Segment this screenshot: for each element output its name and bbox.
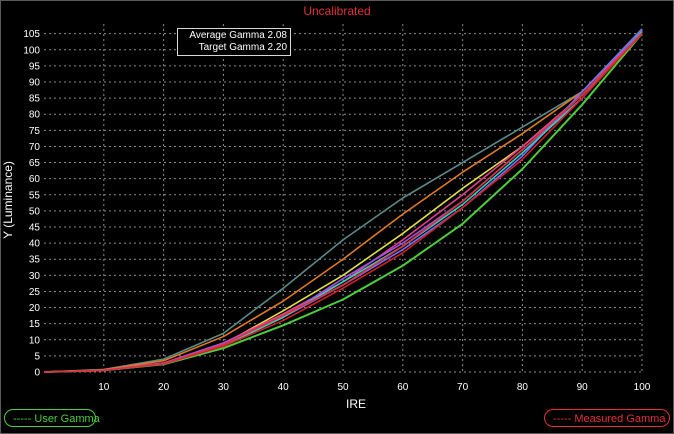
average-gamma: Average Gamma 2.08	[189, 30, 287, 41]
y-tick-label: 20	[29, 303, 41, 314]
y-tick-label: 80	[29, 110, 41, 121]
tick-labels: 10 20 30 40 50 60 70 80 90 100 0 5 10 15 20 25 30 35 40 45 5…	[23, 29, 650, 393]
y-tick-label: 70	[29, 142, 41, 153]
x-tick-label: 60	[397, 382, 409, 393]
y-tick-label: 25	[29, 287, 41, 298]
y-tick-label: 10	[29, 335, 41, 346]
x-tick-label: 80	[517, 382, 529, 393]
y-tick-label: 85	[29, 94, 41, 105]
x-tick-label: 50	[337, 382, 349, 393]
x-tick-label: 100	[634, 382, 651, 393]
x-tick-label: 70	[457, 382, 469, 393]
y-tick-label: 50	[29, 206, 41, 217]
x-tick-label: 90	[577, 382, 589, 393]
grid	[44, 24, 643, 373]
y-axis-label: Y (Luminance)	[1, 161, 15, 239]
legend-user-gamma[interactable]: ----- User Gamma	[4, 409, 100, 427]
y-tick-label: 45	[29, 223, 41, 234]
y-tick-label: 60	[29, 174, 41, 185]
y-tick-label: 35	[29, 255, 41, 266]
y-tick-label: 75	[29, 126, 41, 137]
x-axis-label: IRE	[346, 397, 366, 411]
series-line-3	[43, 31, 643, 373]
gamma-info-box: Average Gamma 2.08 Target Gamma 2.20	[177, 28, 291, 56]
chart-title: Uncalibrated	[303, 4, 370, 18]
x-tick-label: 20	[158, 382, 170, 393]
y-tick-label: 40	[29, 239, 41, 250]
y-tick-label: 5	[34, 351, 40, 362]
series-line-1	[43, 28, 643, 373]
x-tick-label: 10	[98, 382, 110, 393]
series-lines	[43, 28, 643, 373]
y-tick-label: 95	[29, 61, 41, 72]
x-tick-label: 30	[218, 382, 230, 393]
y-tick-label: 55	[29, 190, 41, 201]
y-tick-label: 90	[29, 78, 41, 89]
y-tick-label: 65	[29, 158, 41, 169]
series-line-2	[43, 29, 643, 373]
series-line-7	[43, 31, 643, 373]
y-tick-label: 30	[29, 271, 41, 282]
target-gamma: Target Gamma 2.20	[198, 42, 287, 53]
y-tick-label: 0	[34, 368, 40, 379]
y-tick-label: 100	[23, 45, 40, 56]
y-tick-label: 15	[29, 319, 41, 330]
x-tick-label: 40	[278, 382, 290, 393]
legend-measured-gamma[interactable]: ----- Measured Gamma	[544, 409, 670, 427]
y-tick-label: 105	[23, 29, 40, 40]
measured-gamma-line	[43, 32, 643, 373]
